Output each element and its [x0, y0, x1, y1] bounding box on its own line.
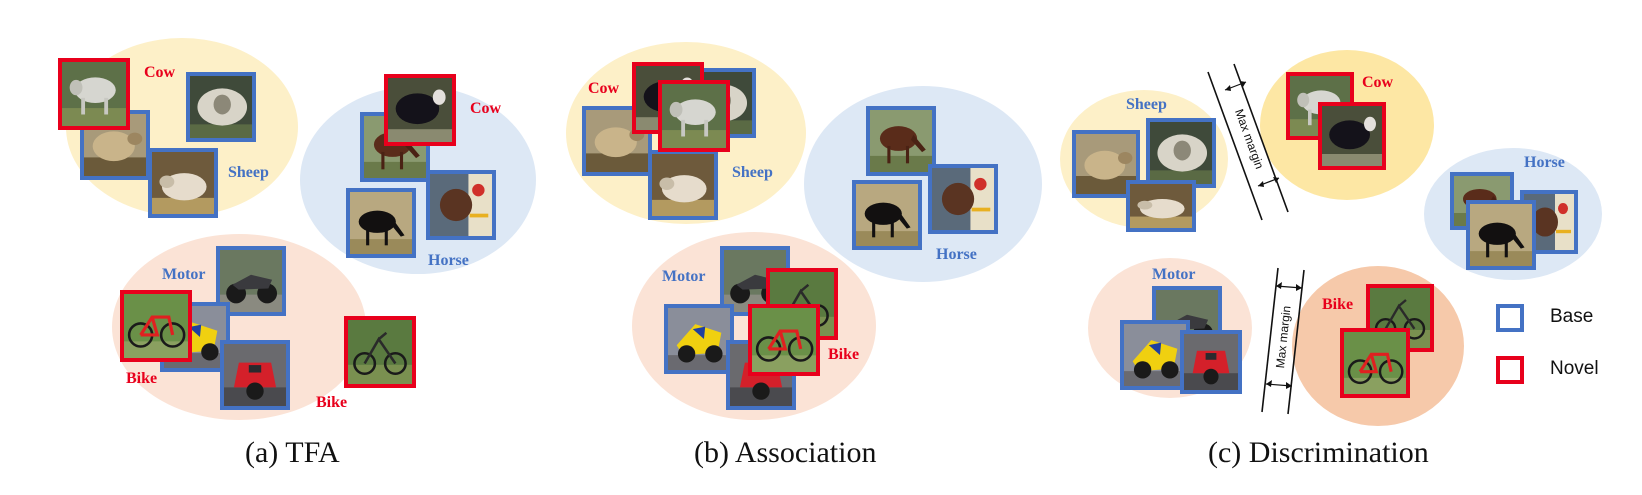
sheep-tile — [1146, 118, 1216, 188]
horse-tile — [426, 170, 496, 240]
label-bike: Bike — [316, 394, 348, 411]
legend-novel-label: Novel — [1550, 358, 1599, 379]
cow-tile — [384, 74, 456, 146]
caption: (b) Association — [694, 436, 877, 469]
label-horse: Horse — [1524, 154, 1565, 171]
motor-tile — [1120, 320, 1190, 390]
horse-tile — [852, 180, 922, 250]
label-motor: Motor — [662, 268, 706, 285]
label-bike: Bike — [126, 370, 158, 387]
label-cow: Cow — [470, 100, 502, 117]
bike-tile — [344, 316, 416, 388]
motor-tile — [216, 246, 286, 316]
horse-tile — [866, 106, 936, 176]
max-margin-separator — [1261, 267, 1305, 415]
bike-tile — [1340, 328, 1410, 398]
label-sheep: Sheep — [228, 164, 269, 181]
label-horse: Horse — [936, 246, 977, 263]
sheep-tile — [648, 150, 718, 220]
bike-tile — [120, 290, 192, 362]
label-cow: Cow — [1362, 74, 1394, 91]
sheep-tile — [80, 110, 150, 180]
label-cow: Cow — [588, 80, 620, 97]
caption: (c) Discrimination — [1208, 436, 1429, 469]
horse-tile — [928, 164, 998, 234]
motor-tile — [1180, 330, 1242, 394]
cow-tile — [658, 80, 730, 152]
motor-tile — [664, 304, 734, 374]
label-motor: Motor — [1152, 266, 1196, 283]
label-bike: Bike — [828, 346, 860, 363]
sheep-tile — [1126, 180, 1196, 232]
caption: (a) TFA — [245, 436, 340, 469]
horse-tile — [346, 188, 416, 258]
label-bike: Bike — [1322, 296, 1354, 313]
legend-novel-swatch — [1496, 356, 1524, 384]
label-sheep: Sheep — [732, 164, 773, 181]
horse-tile — [1466, 200, 1536, 270]
sheep-tile — [186, 72, 256, 142]
label-cow: Cow — [144, 64, 176, 81]
bike-tile — [748, 304, 820, 376]
sheep-tile — [148, 148, 218, 218]
legend-base-swatch — [1496, 304, 1524, 332]
motor-tile — [220, 340, 290, 410]
label-sheep: Sheep — [1126, 96, 1167, 113]
cow-tile — [1318, 102, 1386, 170]
legend-base-label: Base — [1550, 306, 1594, 327]
max-margin-separator — [1207, 63, 1289, 221]
cow-tile — [58, 58, 130, 130]
label-horse: Horse — [428, 252, 469, 269]
label-motor: Motor — [162, 266, 206, 283]
